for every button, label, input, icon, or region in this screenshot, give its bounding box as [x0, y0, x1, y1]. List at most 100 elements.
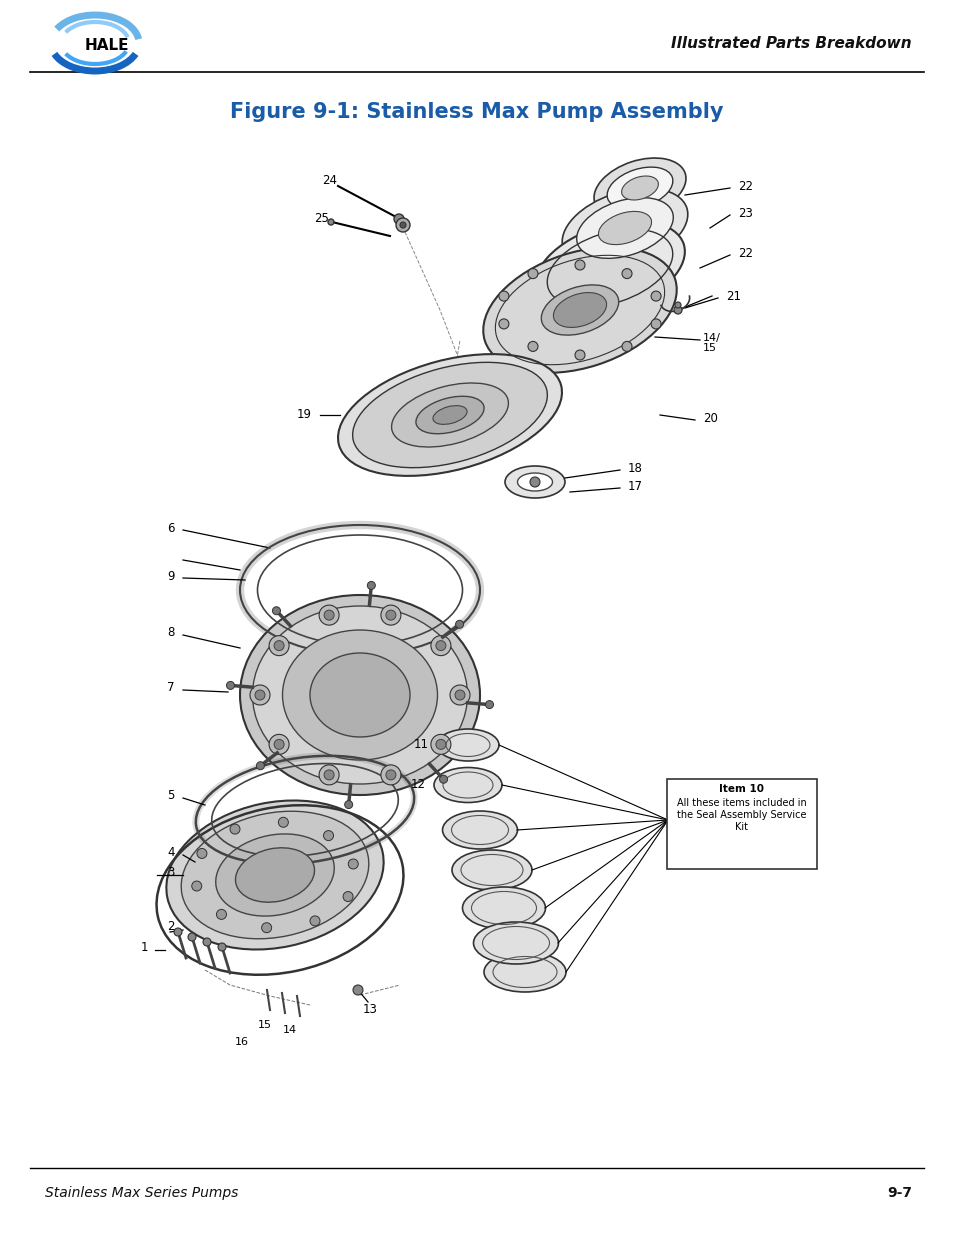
Text: 24: 24	[322, 173, 337, 186]
Ellipse shape	[561, 188, 687, 268]
Text: 22: 22	[738, 247, 752, 259]
Circle shape	[530, 477, 539, 487]
Circle shape	[324, 769, 334, 779]
Circle shape	[269, 636, 289, 656]
Circle shape	[367, 582, 375, 589]
Circle shape	[621, 341, 631, 352]
Circle shape	[269, 735, 289, 755]
Circle shape	[455, 690, 464, 700]
Circle shape	[498, 319, 508, 329]
Text: 2: 2	[168, 920, 174, 934]
Circle shape	[527, 268, 537, 279]
Text: 7: 7	[168, 682, 174, 694]
Circle shape	[380, 764, 400, 785]
Circle shape	[673, 306, 681, 314]
Text: 11: 11	[414, 739, 429, 752]
Ellipse shape	[416, 396, 483, 433]
Circle shape	[436, 641, 445, 651]
Ellipse shape	[337, 354, 561, 475]
Circle shape	[230, 824, 240, 834]
Circle shape	[399, 222, 406, 228]
Ellipse shape	[442, 811, 517, 848]
Ellipse shape	[577, 198, 673, 258]
Text: HALE: HALE	[85, 37, 129, 53]
Text: 15: 15	[257, 1020, 272, 1030]
Circle shape	[343, 892, 353, 902]
Ellipse shape	[452, 850, 532, 890]
Ellipse shape	[462, 887, 545, 929]
Circle shape	[273, 606, 280, 615]
Ellipse shape	[240, 595, 479, 795]
Text: 5: 5	[168, 789, 174, 803]
Ellipse shape	[215, 834, 334, 916]
Circle shape	[192, 881, 201, 890]
Text: 8: 8	[168, 626, 174, 640]
Circle shape	[450, 685, 470, 705]
Circle shape	[394, 214, 403, 224]
Circle shape	[650, 291, 660, 301]
Text: Kit: Kit	[735, 823, 748, 832]
Circle shape	[218, 944, 226, 951]
Circle shape	[485, 700, 493, 709]
Text: Illustrated Parts Breakdown: Illustrated Parts Breakdown	[671, 36, 911, 51]
Circle shape	[498, 291, 508, 301]
Text: Stainless Max Series Pumps: Stainless Max Series Pumps	[45, 1186, 238, 1200]
Circle shape	[226, 682, 234, 689]
Text: 14/: 14/	[702, 333, 720, 343]
Text: 15: 15	[702, 343, 717, 353]
Text: 4: 4	[168, 846, 174, 860]
Text: 22: 22	[738, 179, 752, 193]
Ellipse shape	[181, 811, 369, 939]
Text: 13: 13	[362, 1004, 377, 1016]
Circle shape	[323, 831, 334, 841]
Text: Figure 9-1: Stainless Max Pump Assembly: Figure 9-1: Stainless Max Pump Assembly	[230, 103, 723, 122]
Ellipse shape	[535, 221, 684, 315]
Circle shape	[348, 860, 358, 869]
Text: 20: 20	[702, 411, 717, 425]
Text: 17: 17	[627, 479, 642, 493]
Circle shape	[575, 350, 584, 359]
Circle shape	[274, 641, 284, 651]
Circle shape	[274, 740, 284, 750]
Ellipse shape	[606, 167, 672, 209]
Ellipse shape	[50, 14, 140, 72]
Circle shape	[328, 219, 334, 225]
Ellipse shape	[166, 800, 383, 950]
Text: 19: 19	[296, 409, 312, 421]
Circle shape	[310, 916, 319, 926]
Ellipse shape	[253, 606, 467, 784]
Text: the Seal Assembly Service: the Seal Assembly Service	[677, 810, 806, 820]
Ellipse shape	[553, 293, 606, 327]
Text: 18: 18	[627, 462, 642, 474]
Circle shape	[203, 939, 211, 946]
Ellipse shape	[436, 729, 498, 761]
Ellipse shape	[473, 923, 558, 965]
Text: 21: 21	[725, 289, 740, 303]
Text: 14: 14	[283, 1025, 296, 1035]
Ellipse shape	[353, 362, 547, 468]
Text: 6: 6	[168, 521, 174, 535]
Ellipse shape	[540, 285, 618, 335]
Circle shape	[173, 927, 182, 936]
Circle shape	[575, 261, 584, 270]
Circle shape	[395, 219, 410, 232]
Ellipse shape	[483, 952, 565, 992]
Circle shape	[386, 610, 395, 620]
Text: All these items included in: All these items included in	[677, 798, 806, 808]
Ellipse shape	[483, 247, 676, 373]
FancyBboxPatch shape	[666, 779, 816, 869]
Ellipse shape	[310, 653, 410, 737]
Ellipse shape	[598, 211, 651, 245]
Ellipse shape	[282, 630, 437, 760]
Circle shape	[256, 762, 264, 769]
Circle shape	[261, 923, 272, 932]
Text: 3: 3	[168, 867, 174, 879]
Text: Item 10: Item 10	[719, 784, 763, 794]
Circle shape	[196, 848, 207, 858]
Ellipse shape	[621, 177, 658, 200]
Circle shape	[527, 341, 537, 352]
Ellipse shape	[235, 847, 314, 903]
Circle shape	[318, 605, 338, 625]
Circle shape	[431, 735, 451, 755]
Circle shape	[250, 685, 270, 705]
